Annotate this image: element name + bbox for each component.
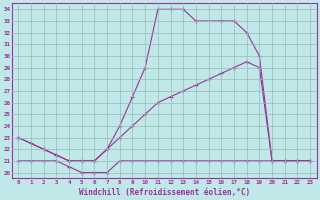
- X-axis label: Windchill (Refroidissement éolien,°C): Windchill (Refroidissement éolien,°C): [79, 188, 250, 197]
